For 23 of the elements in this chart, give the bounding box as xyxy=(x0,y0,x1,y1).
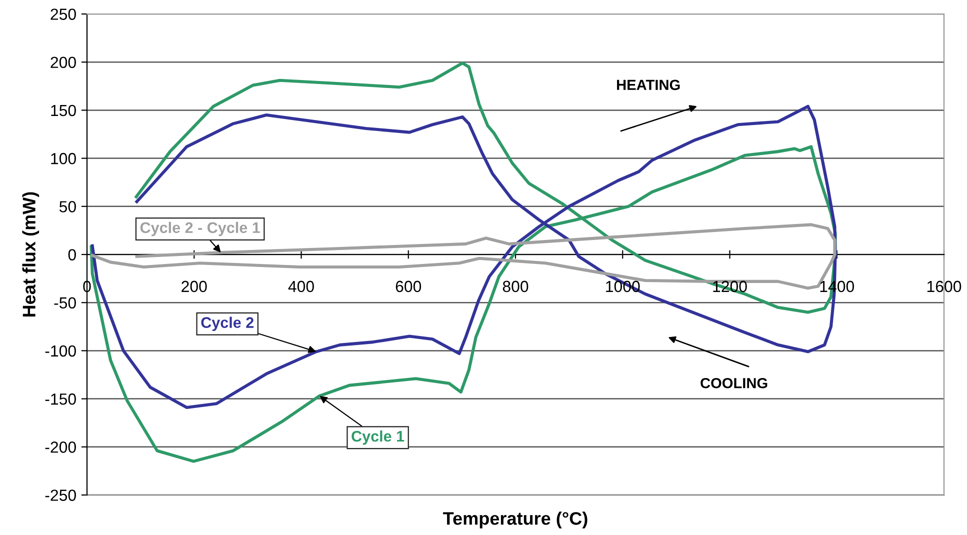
text: Cycle 1 xyxy=(352,430,404,445)
y-tick-label: -100 xyxy=(45,345,76,357)
series-label: Cycle 2 - Cycle 1 xyxy=(140,222,260,236)
x-axis-title: Temperature (°C) xyxy=(443,512,588,528)
y-tick-label: 100 xyxy=(51,152,76,164)
y-tick-label: -50 xyxy=(54,297,76,309)
x-tick-label: 800 xyxy=(502,280,528,292)
y-tick-label: 0 xyxy=(68,249,76,260)
text: Cycle 2 xyxy=(201,316,254,332)
x-tick-label: 400 xyxy=(288,280,314,292)
y-tick-label: -150 xyxy=(45,393,76,405)
y-tick-label: 250 xyxy=(50,8,76,20)
y-tick-label: 200 xyxy=(50,56,76,68)
annotation: HEATING xyxy=(617,80,680,90)
x-tick-label: 200 xyxy=(182,280,207,292)
y-tick-label: 150 xyxy=(51,104,76,116)
y-tick-label: 50 xyxy=(59,201,76,212)
y-tick-label: -200 xyxy=(45,442,76,453)
annotation: COOLING xyxy=(700,378,768,388)
y-axis-title: Heat flux (mW) xyxy=(22,192,40,316)
y-tick-label: -250 xyxy=(45,490,76,501)
x-tick-label: 1600 xyxy=(927,280,962,292)
x-tick-label: 600 xyxy=(396,280,422,292)
